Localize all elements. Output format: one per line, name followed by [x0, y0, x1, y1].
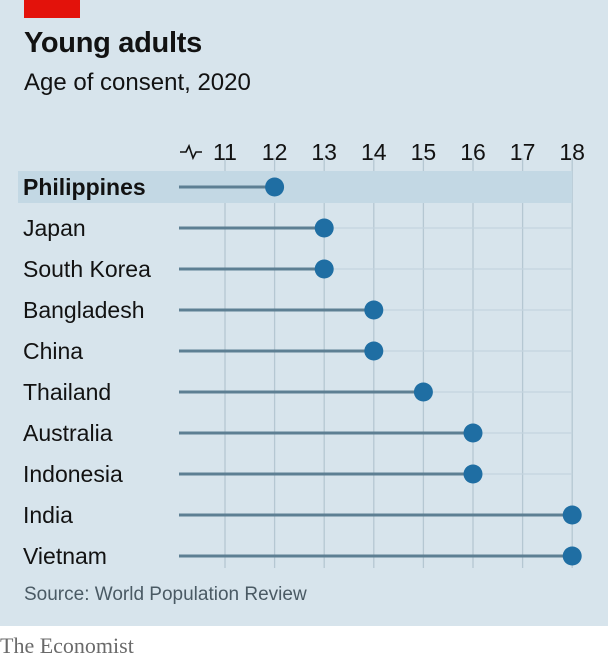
tick-label-14: 14: [361, 139, 387, 165]
brand-red-bar: [24, 0, 80, 18]
category-label-indonesia: Indonesia: [23, 461, 123, 487]
dot-thailand: [413, 382, 433, 402]
dot-philippines: [265, 177, 285, 197]
dot-australia: [463, 423, 483, 443]
dot-vietnam: [562, 546, 582, 566]
category-label-japan: Japan: [23, 215, 86, 241]
category-label-philippines: Philippines: [23, 174, 146, 200]
category-label-china: China: [23, 338, 83, 364]
category-label-vietnam: Vietnam: [23, 543, 107, 569]
chart-panel: [0, 0, 608, 626]
dot-plot: Philippines Japan South Korea Bangladesh Chi…: [18, 139, 585, 569]
dot-indonesia: [463, 464, 483, 484]
chart-subtitle: Age of consent, 2020: [24, 69, 251, 96]
dot-india: [562, 505, 582, 525]
chart-title: Young adults: [24, 27, 202, 59]
category-label-thailand: Thailand: [23, 379, 111, 405]
tick-label-13: 13: [311, 139, 337, 165]
axis-break-icon: [180, 143, 202, 161]
tick-label-17: 17: [510, 139, 536, 165]
tick-label-11: 11: [213, 139, 237, 165]
dot-china: [364, 341, 384, 361]
category-label-india: India: [23, 502, 73, 528]
highlight-band: [18, 171, 573, 203]
dot-japan: [314, 218, 334, 238]
category-label-australia: Australia: [23, 420, 113, 446]
publisher-logo: The Economist: [0, 633, 134, 658]
category-label-bangladesh: Bangladesh: [23, 297, 145, 323]
dot-bangladesh: [364, 300, 384, 320]
tick-label-15: 15: [411, 139, 437, 165]
dot-south-korea: [314, 259, 334, 279]
tick-label-16: 16: [460, 139, 486, 165]
tick-label-12: 12: [262, 139, 288, 165]
tick-label-18: 18: [559, 139, 585, 165]
category-label-south-korea: South Korea: [23, 256, 151, 282]
source-note: Source: World Population Review: [24, 584, 307, 605]
